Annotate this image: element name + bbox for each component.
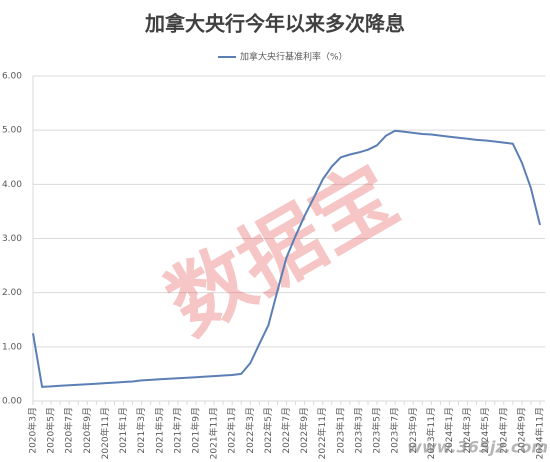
x-tick-label: 2024年9月 bbox=[515, 407, 527, 454]
x-tick-label: 2024年11月 bbox=[534, 407, 546, 459]
y-tick-label: 3.00 bbox=[2, 234, 22, 244]
x-tick-label: 2021年7月 bbox=[171, 407, 183, 454]
x-tick-label: 2023年9月 bbox=[407, 407, 419, 454]
x-tick-label: 2023年11月 bbox=[425, 407, 437, 459]
legend-label: 加拿大央行基准利率（%） bbox=[240, 51, 348, 63]
x-tick-label: 2024年7月 bbox=[497, 407, 509, 454]
x-tick-label: 2021年3月 bbox=[135, 407, 147, 454]
x-tick-label: 2020年11月 bbox=[99, 407, 111, 459]
x-tick-label: 2024年3月 bbox=[461, 407, 473, 454]
x-tick-label: 2023年7月 bbox=[389, 407, 401, 454]
x-tick-label: 2020年7月 bbox=[63, 407, 75, 454]
x-tick-label: 2020年5月 bbox=[45, 407, 57, 454]
y-tick-label: 1.00 bbox=[2, 342, 22, 352]
x-tick-label: 2021年9月 bbox=[189, 407, 201, 454]
series-line bbox=[32, 129, 541, 388]
watermark: www.365jz.com bbox=[407, 438, 548, 457]
y-tick-label: 6.00 bbox=[2, 72, 22, 82]
x-tick-label: 2022年1月 bbox=[226, 407, 238, 454]
x-tick-label: 2023年5月 bbox=[371, 407, 383, 454]
chart-title: 加拿大央行今年以来多次降息 bbox=[144, 12, 405, 36]
x-tick-label: 2022年11月 bbox=[316, 407, 328, 459]
y-tick-label: 4.00 bbox=[2, 180, 22, 190]
y-tick-label: 5.00 bbox=[2, 126, 22, 136]
x-tick-label: 2024年5月 bbox=[479, 407, 491, 454]
x-tick-label: 2023年1月 bbox=[334, 407, 346, 454]
y-tick-label: 2.00 bbox=[2, 288, 22, 298]
watermark: 数据宝 bbox=[152, 148, 413, 353]
x-tick-label: 2020年3月 bbox=[27, 407, 39, 454]
x-tick-label: 2021年11月 bbox=[208, 407, 220, 459]
x-tick-label: 2024年1月 bbox=[443, 407, 455, 454]
x-tick-label: 2022年7月 bbox=[280, 407, 292, 454]
x-tick-label: 2020年9月 bbox=[81, 407, 93, 454]
x-tick-label: 2022年5月 bbox=[262, 407, 274, 454]
x-tick-label: 2021年5月 bbox=[153, 407, 165, 454]
x-tick-label: 2022年9月 bbox=[298, 407, 310, 454]
y-tick-label: 0.00 bbox=[2, 397, 22, 407]
x-tick-label: 2023年3月 bbox=[352, 407, 364, 454]
x-tick-label: 2022年3月 bbox=[244, 407, 256, 454]
x-tick-label: 2021年1月 bbox=[117, 407, 129, 454]
